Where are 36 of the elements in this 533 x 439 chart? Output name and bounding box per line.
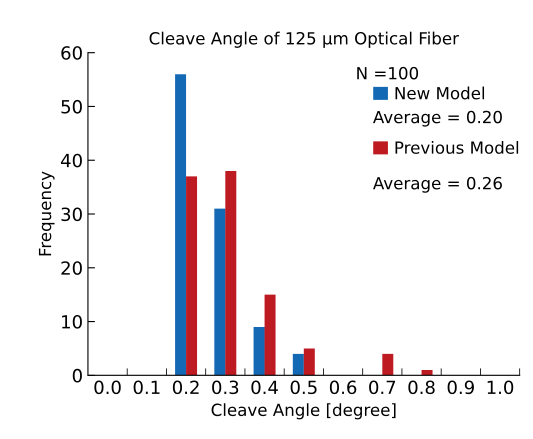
bar — [264, 294, 276, 376]
x-tick-label: 0.4 — [251, 380, 278, 394]
y-tick-label: 30 — [61, 207, 82, 222]
x-tick-label: 0.1 — [134, 380, 160, 394]
x-tick-label: 0.9 — [448, 380, 474, 394]
chart-title: Cleave Angle of 125 µm Optical Fiber — [150, 32, 459, 48]
x-tick-label: 0.3 — [212, 380, 238, 394]
x-tick-label: 0.2 — [172, 380, 199, 394]
y-tick-label: 10 — [62, 315, 82, 329]
y-tick-label: 40 — [60, 154, 82, 168]
x-tick-label: 1.0 — [488, 380, 514, 394]
y-tick-label: 0 — [72, 368, 82, 382]
bar — [214, 208, 226, 376]
y-axis-title: Frequency — [38, 171, 55, 256]
legend-label: Previous Model — [396, 141, 518, 154]
annotation: Average = 0.26 — [373, 176, 502, 193]
y-tick-label: 50 — [62, 100, 82, 114]
x-tick-label: 0.6 — [330, 380, 356, 394]
bar — [254, 326, 265, 376]
annotation: N =100 — [357, 66, 418, 80]
annotation: Average = 0.20 — [373, 110, 502, 127]
bar — [304, 348, 315, 376]
bar — [292, 354, 304, 376]
bar — [175, 74, 186, 376]
bar — [225, 170, 236, 376]
bar — [422, 370, 433, 376]
y-tick-label: 20 — [61, 261, 82, 275]
x-tick-label: 0.8 — [408, 380, 435, 394]
x-tick-label: 0.5 — [290, 380, 317, 394]
y-tick-label: 60 — [61, 46, 82, 60]
x-tick-label: 0.7 — [369, 380, 396, 394]
x-axis-title: Cleave Angle [degree] — [212, 403, 396, 420]
x-tick-label: 0.0 — [94, 380, 121, 394]
bar — [186, 176, 198, 376]
legend-label: New Model — [396, 86, 484, 100]
bar — [382, 354, 394, 376]
